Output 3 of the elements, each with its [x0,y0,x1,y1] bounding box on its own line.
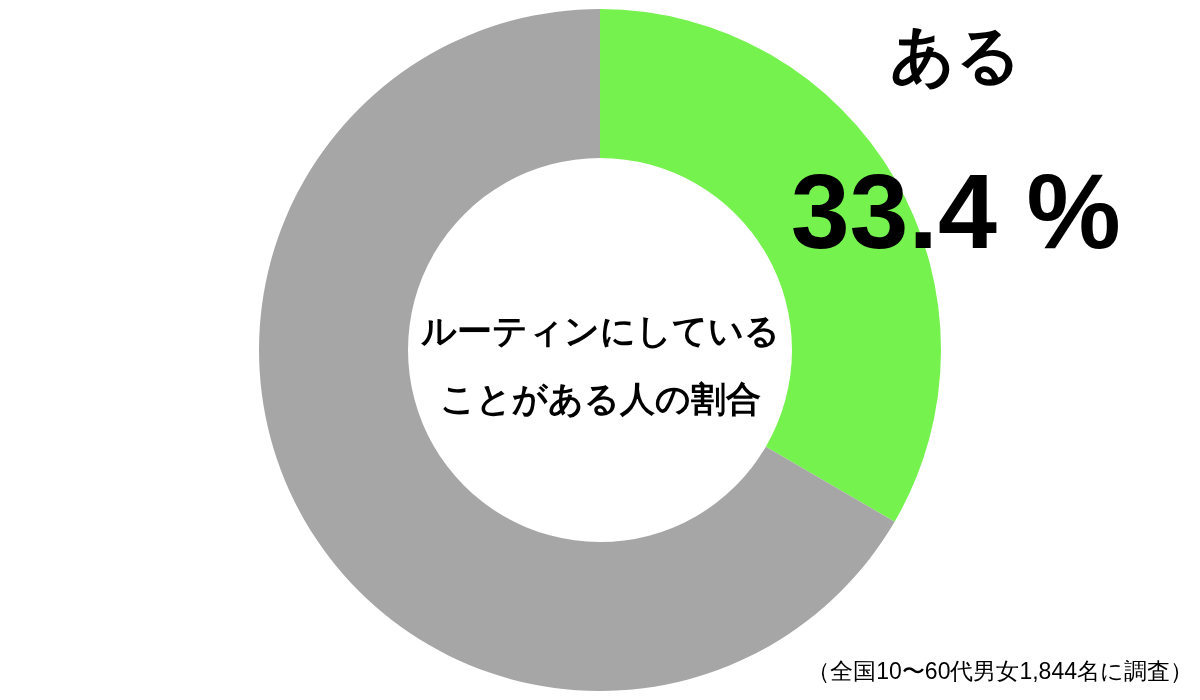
annotation: （全国10〜60代男女1,844名に調査） [807,658,1193,684]
title: ことがある人の割合 [439,379,761,418]
title: ルーティンにしている [420,311,780,350]
